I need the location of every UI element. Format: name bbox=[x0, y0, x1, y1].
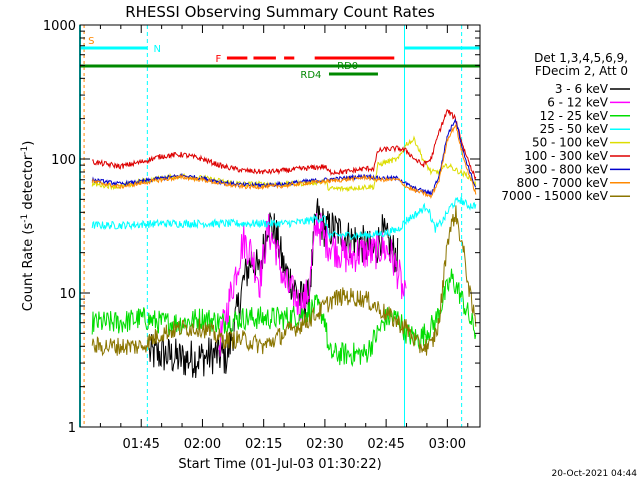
y-tick-label: 100 bbox=[51, 153, 76, 168]
x-tick-label: 02:30 bbox=[306, 437, 343, 452]
plot-frame bbox=[79, 24, 481, 428]
legend-entry-label: 50 - 100 keV bbox=[532, 136, 609, 150]
series-line-3 bbox=[91, 268, 477, 368]
annotation-RD0-label: RD0 bbox=[337, 61, 358, 72]
legend-entry-label: 100 - 300 keV bbox=[524, 149, 608, 163]
x-tick-label: 02:00 bbox=[184, 437, 221, 452]
x-axis-label: Start Time (01-Jul-03 01:30:22) bbox=[178, 457, 381, 472]
annotation-F-label: F bbox=[216, 54, 222, 65]
x-tick-label: 01:45 bbox=[122, 437, 159, 452]
y-axis-label: Count Rate (s-1 detector-1) bbox=[20, 141, 36, 312]
legend-entry-label: 25 - 50 keV bbox=[540, 122, 609, 136]
x-tick-label: 02:45 bbox=[367, 437, 404, 452]
legend-header: Det 1,3,4,5,6,9, bbox=[534, 51, 628, 65]
series-line-2 bbox=[218, 212, 407, 357]
legend-entry-label: 7000 - 15000 keV bbox=[501, 189, 608, 203]
annotation-S-label: S bbox=[88, 36, 94, 47]
chart-title: RHESSI Observing Summary Count Rates bbox=[125, 3, 435, 21]
legend-entry-label: 6 - 12 keV bbox=[547, 95, 609, 109]
series-line-8 bbox=[91, 123, 477, 199]
legend-entry-label: 300 - 800 keV bbox=[524, 162, 608, 176]
axes-layer: 01:45 02:00 02:15 02:30 02:45 03:00 1 10 100 1000 bbox=[43, 19, 480, 452]
series-layer bbox=[91, 109, 477, 379]
y-tick-label: 1000 bbox=[43, 19, 76, 34]
y-tick-label: 1 bbox=[68, 421, 76, 436]
series-line-4 bbox=[91, 196, 477, 240]
series-line-7 bbox=[91, 118, 477, 196]
annotation-N-label: N bbox=[153, 44, 160, 55]
legend-entry-label: 12 - 25 keV bbox=[540, 109, 609, 123]
legend: Det 1,3,4,5,6,9,FDecim 2, Att 0 3 - 6 keV… bbox=[501, 51, 630, 203]
x-tick-label: 03:00 bbox=[429, 437, 466, 452]
legend-entry-label: 800 - 7000 keV bbox=[517, 176, 609, 190]
series-line-9 bbox=[91, 205, 477, 357]
timestamp: 20-Oct-2021 04:44 bbox=[552, 469, 638, 479]
x-tick-label: 02:15 bbox=[245, 437, 282, 452]
series-line-6 bbox=[92, 109, 477, 182]
annotation-RD4-label: RD4 bbox=[300, 70, 321, 81]
legend-header: FDecim 2, Att 0 bbox=[535, 64, 628, 78]
y-tick-label: 10 bbox=[59, 287, 76, 302]
legend-entry-label: 3 - 6 keV bbox=[555, 82, 609, 96]
